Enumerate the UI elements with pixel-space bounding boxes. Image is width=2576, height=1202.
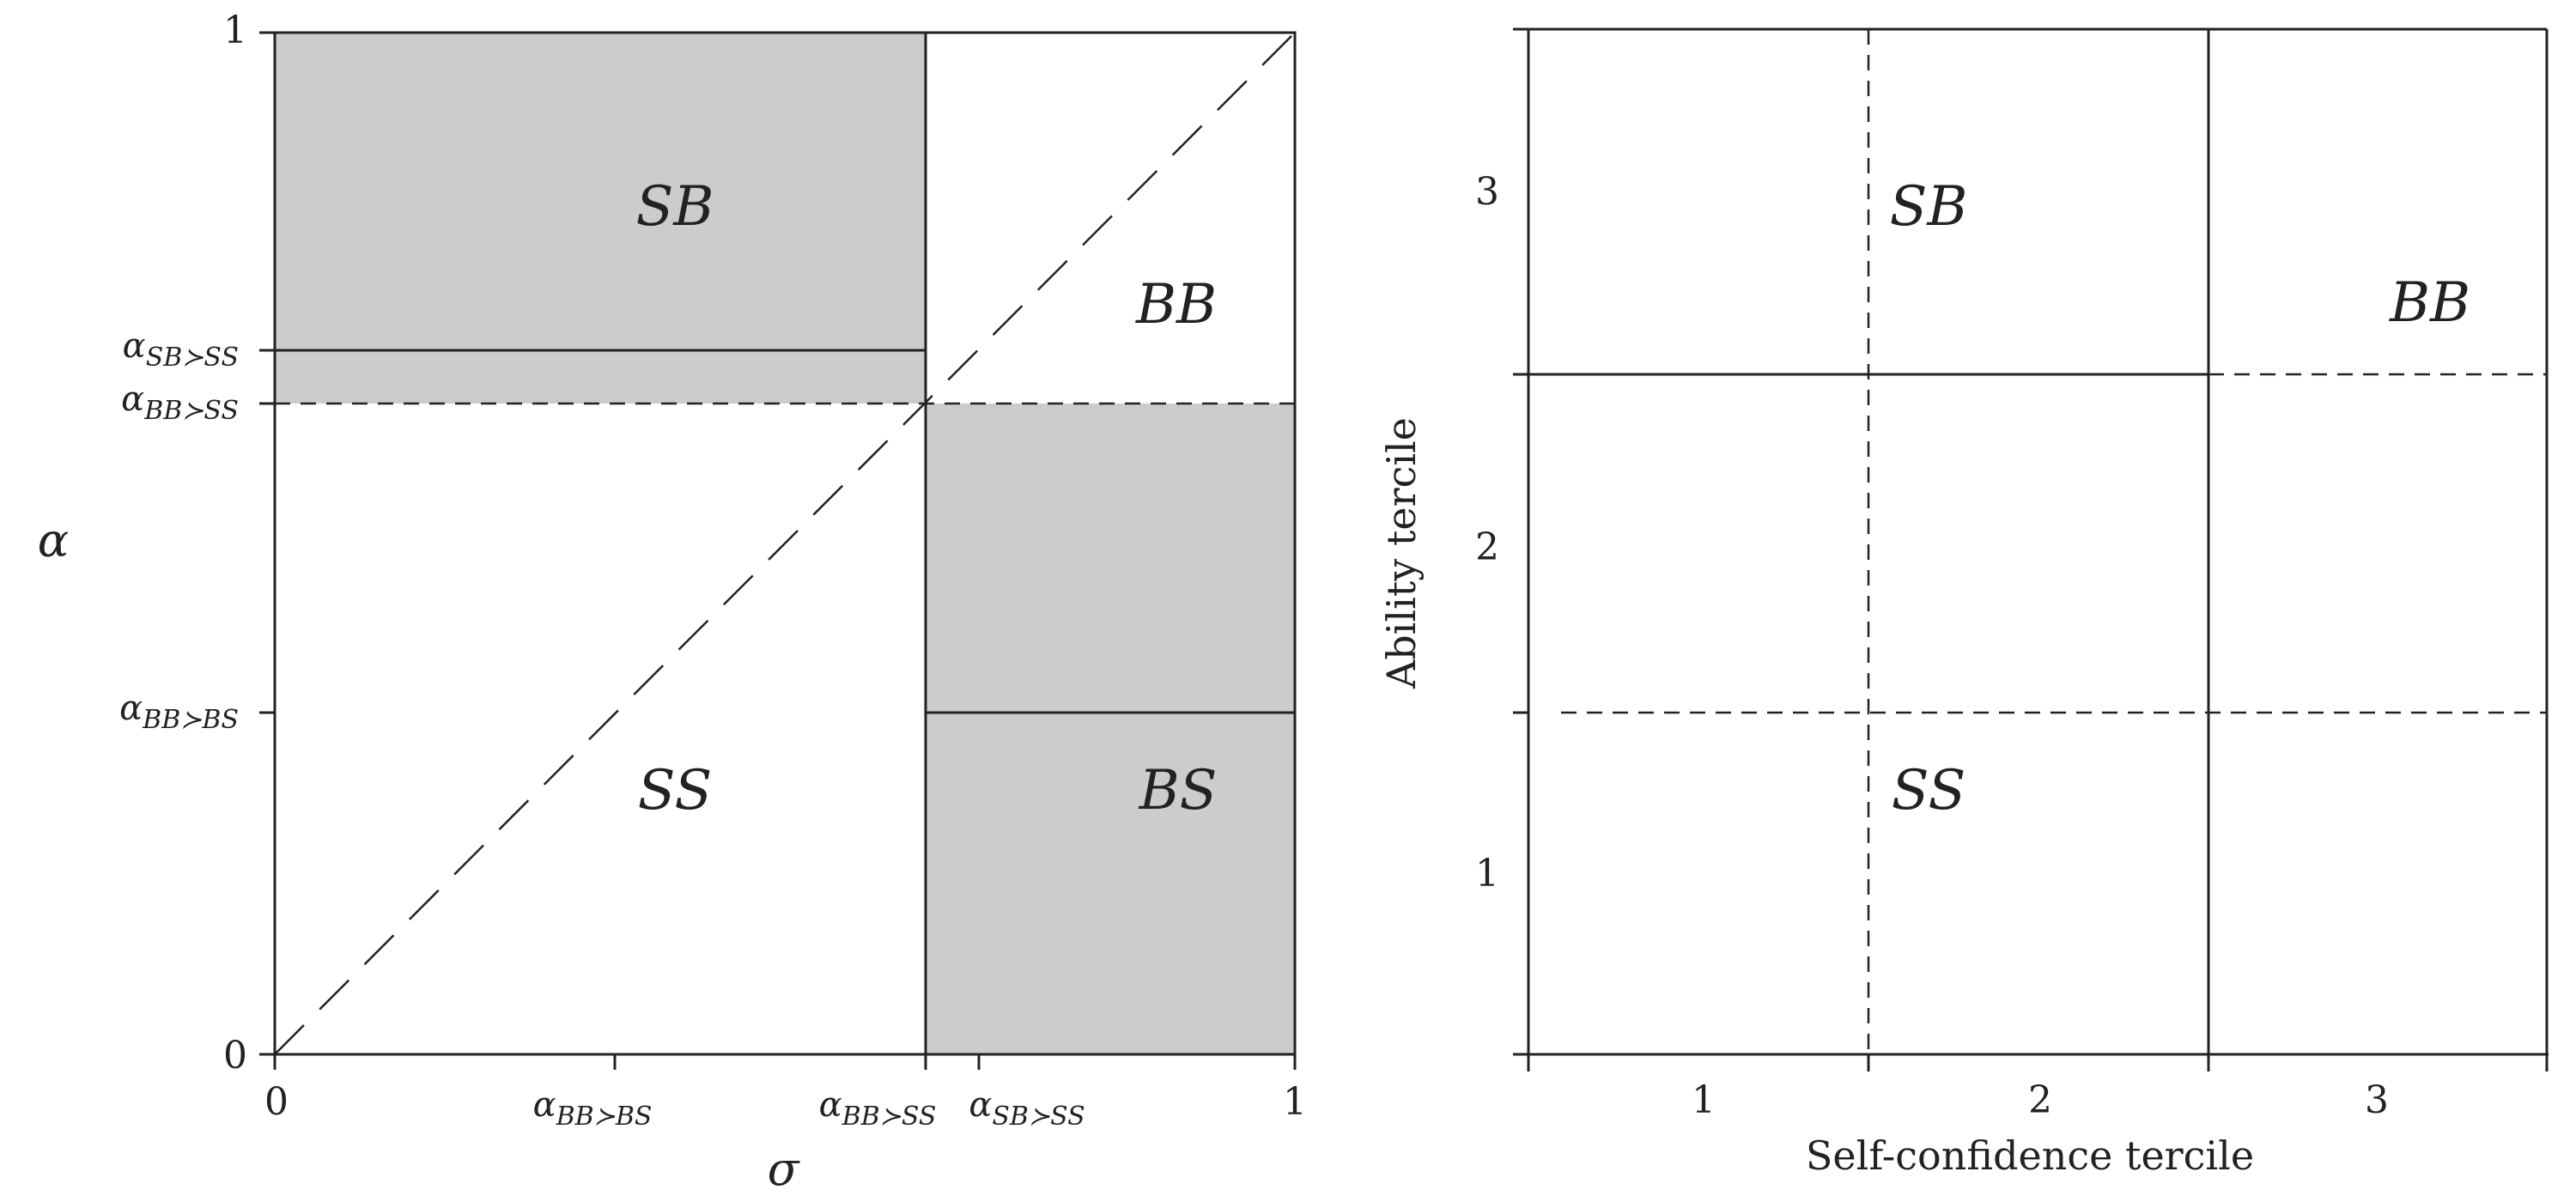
right-region-label-sb: SB (1890, 175, 1968, 239)
left-plot-frame (273, 31, 1297, 1056)
region-bs-shade (926, 404, 1295, 1054)
left-region-label-bb: BB (1135, 273, 1217, 337)
y-tick-label-one: 1 (223, 9, 247, 52)
left-x-axis-label: σ (768, 1142, 801, 1196)
x-tick-label-one: 1 (1283, 1080, 1307, 1124)
left-region-label-sb: SB (636, 175, 714, 239)
right-x-tick-label-1: 1 (1692, 1078, 1716, 1122)
right-y-tick-label-3: 3 (1475, 170, 1499, 214)
x-tick-label-zero: 0 (264, 1080, 289, 1124)
x-tick-label-bb-ss: αBB≻SS (819, 1085, 937, 1132)
x-tick-label-bb-bs: αBB≻BS (533, 1085, 653, 1132)
y-tick-label-bb-ss: αBB≻SS (121, 379, 239, 426)
right-region-label-bb: BB (2389, 271, 2470, 335)
right-panel: 3 2 1 1 2 3 Self-confidence tercile Abil… (1378, 27, 2549, 1179)
right-y-tick-label-2: 2 (1475, 525, 1499, 569)
right-region-label-ss: SS (1892, 759, 1966, 823)
region-sb-shade (275, 33, 926, 404)
y-tick-label-bb-bs: αBB≻BS (119, 689, 239, 735)
left-region-label-bs: BS (1139, 759, 1218, 823)
right-x-tick-label-2: 2 (2028, 1078, 2052, 1122)
diagonal-dashed-line (274, 32, 1296, 1055)
y-tick-label-sb-ss: αSB≻SS (123, 326, 239, 373)
left-y-axis-label: α (38, 513, 69, 568)
right-x-tick-label-3: 3 (2365, 1078, 2389, 1122)
x-tick-label-sb-ss: αSB≻SS (969, 1085, 1084, 1132)
right-y-tick-label-1: 1 (1475, 852, 1499, 895)
y-tick-label-zero: 0 (223, 1034, 247, 1078)
left-region-label-ss: SS (638, 759, 713, 823)
right-x-axis-label: Self-confidence tercile (1806, 1132, 2254, 1179)
left-panel: 1 0 αSB≻SS αBB≻SS αBB≻BS 0 1 αBB≻BS αBB≻… (38, 9, 1307, 1196)
right-y-axis-label: Ability tercile (1378, 417, 1425, 689)
